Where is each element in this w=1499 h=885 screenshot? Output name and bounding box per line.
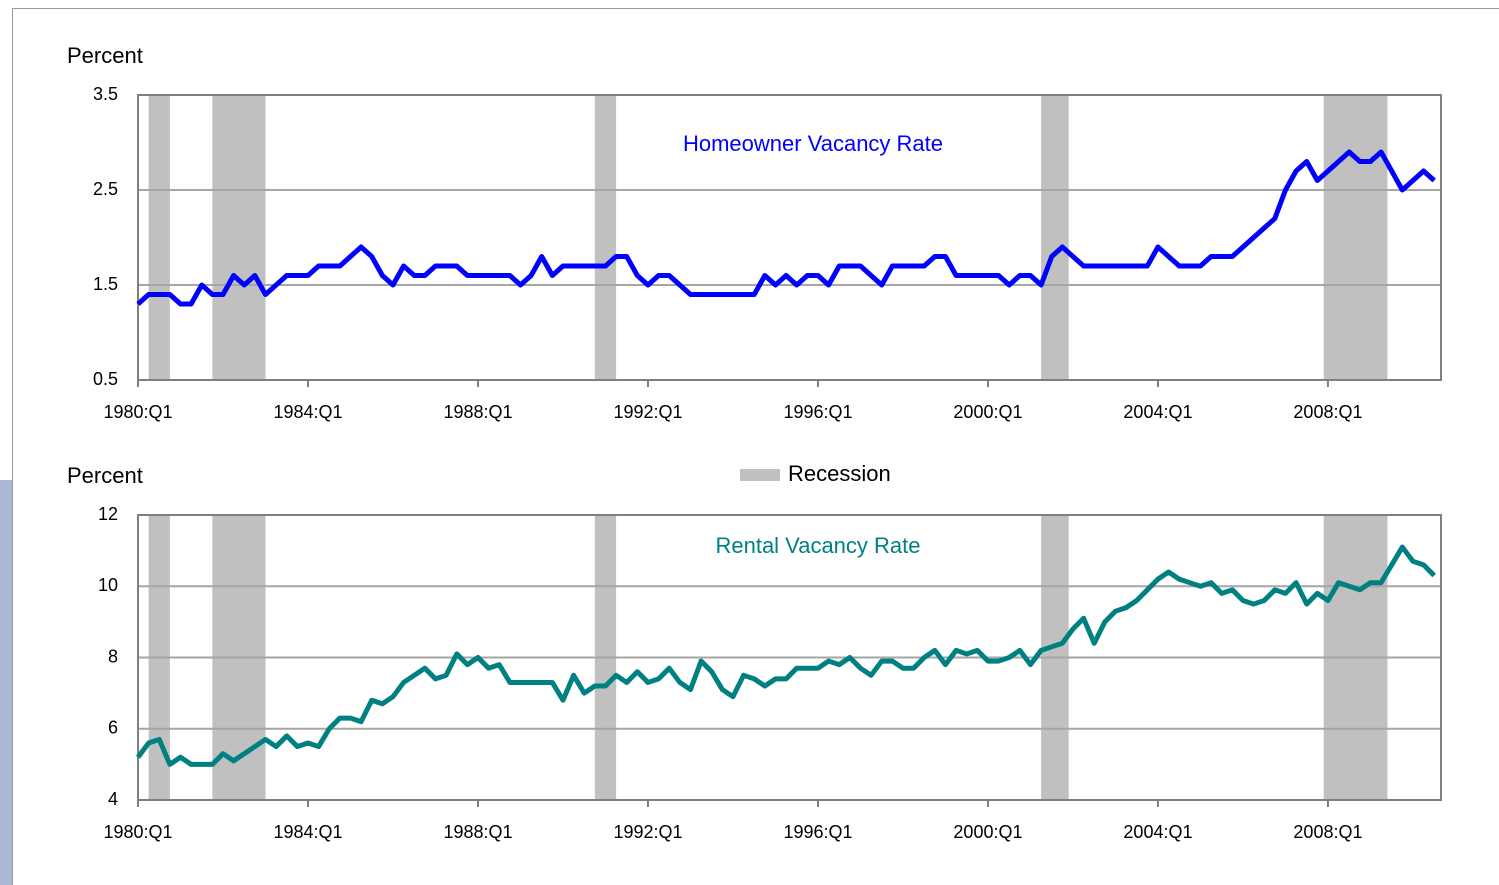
x-tick-label: 2000:Q1 xyxy=(953,822,1022,842)
recession-band xyxy=(594,95,617,380)
y-axis-label: Percent xyxy=(67,463,143,488)
x-tick-label: 1988:Q1 xyxy=(443,402,512,422)
x-tick-label: 1984:Q1 xyxy=(273,402,342,422)
x-tick-label: 2004:Q1 xyxy=(1123,402,1192,422)
x-tick-label: 2008:Q1 xyxy=(1293,822,1362,842)
x-tick-label: 1996:Q1 xyxy=(783,822,852,842)
recession-band xyxy=(212,95,266,380)
y-tick-label: 6 xyxy=(108,718,118,738)
y-tick-label: 12 xyxy=(98,504,118,524)
y-tick-label: 4 xyxy=(108,789,118,809)
x-tick-label: 1984:Q1 xyxy=(273,822,342,842)
x-tick-label: 1992:Q1 xyxy=(613,822,682,842)
window-edge xyxy=(0,480,12,885)
legend-label: Recession xyxy=(788,461,891,486)
recession-band xyxy=(1323,95,1388,380)
legend-swatch xyxy=(740,469,780,481)
plot-border xyxy=(137,94,1442,381)
series-line xyxy=(135,544,1436,767)
y-tick-label: 0.5 xyxy=(93,369,118,389)
plot-border xyxy=(137,514,1442,801)
series-label: Homeowner Vacancy Rate xyxy=(683,131,943,156)
x-tick-label: 1988:Q1 xyxy=(443,822,512,842)
x-tick-label: 2000:Q1 xyxy=(953,402,1022,422)
x-tick-label: 2004:Q1 xyxy=(1123,822,1192,842)
y-tick-label: 2.5 xyxy=(93,179,118,199)
series-line xyxy=(136,149,1436,307)
y-tick-label: 10 xyxy=(98,575,118,595)
y-tick-label: 8 xyxy=(108,646,118,666)
x-tick-label: 2008:Q1 xyxy=(1293,402,1362,422)
recession-band xyxy=(148,95,170,380)
recession-band xyxy=(1041,95,1069,380)
y-tick-label: 1.5 xyxy=(93,274,118,294)
x-tick-label: 1992:Q1 xyxy=(613,402,682,422)
x-tick-label: 1980:Q1 xyxy=(103,402,172,422)
y-axis-label: Percent xyxy=(67,43,143,68)
y-tick-label: 3.5 xyxy=(93,84,118,104)
x-tick-label: 1980:Q1 xyxy=(103,822,172,842)
series-label: Rental Vacancy Rate xyxy=(715,533,920,558)
x-tick-label: 1996:Q1 xyxy=(783,402,852,422)
